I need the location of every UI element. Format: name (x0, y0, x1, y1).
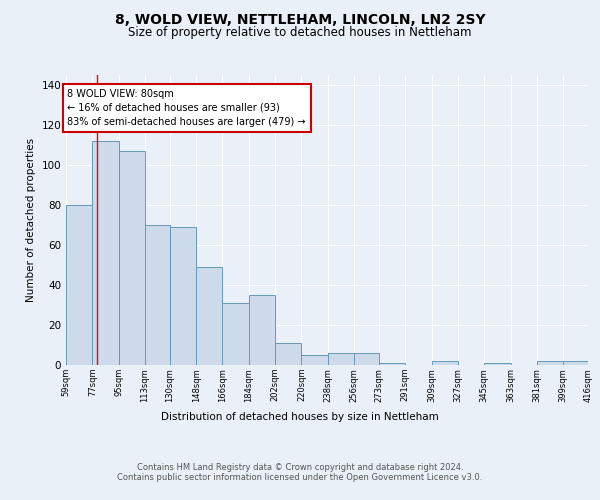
Bar (484, 363, 511, 365)
Bar (563, 361, 588, 365)
Bar (354, 353, 379, 365)
Y-axis label: Number of detached properties: Number of detached properties (26, 138, 36, 302)
Text: 8, WOLD VIEW, NETTLEHAM, LINCOLN, LN2 2SY: 8, WOLD VIEW, NETTLEHAM, LINCOLN, LN2 2S… (115, 12, 485, 26)
Bar (196, 267, 223, 365)
Text: 8 WOLD VIEW: 80sqm
← 16% of detached houses are smaller (93)
83% of semi-detache: 8 WOLD VIEW: 80sqm ← 16% of detached hou… (67, 89, 306, 127)
Bar (170, 227, 196, 365)
Text: Distribution of detached houses by size in Nettleham: Distribution of detached houses by size … (161, 412, 439, 422)
Text: Size of property relative to detached houses in Nettleham: Size of property relative to detached ho… (128, 26, 472, 39)
Bar (119, 151, 145, 365)
Bar (249, 295, 275, 365)
Bar (537, 361, 563, 365)
Bar (431, 361, 458, 365)
Bar (275, 343, 301, 365)
Bar (92, 141, 119, 365)
Text: Contains HM Land Registry data © Crown copyright and database right 2024.
Contai: Contains HM Land Registry data © Crown c… (118, 462, 482, 482)
Bar (223, 303, 249, 365)
Bar (301, 355, 328, 365)
Bar (66, 205, 92, 365)
Bar (328, 353, 354, 365)
Bar (145, 225, 170, 365)
Bar (379, 363, 405, 365)
